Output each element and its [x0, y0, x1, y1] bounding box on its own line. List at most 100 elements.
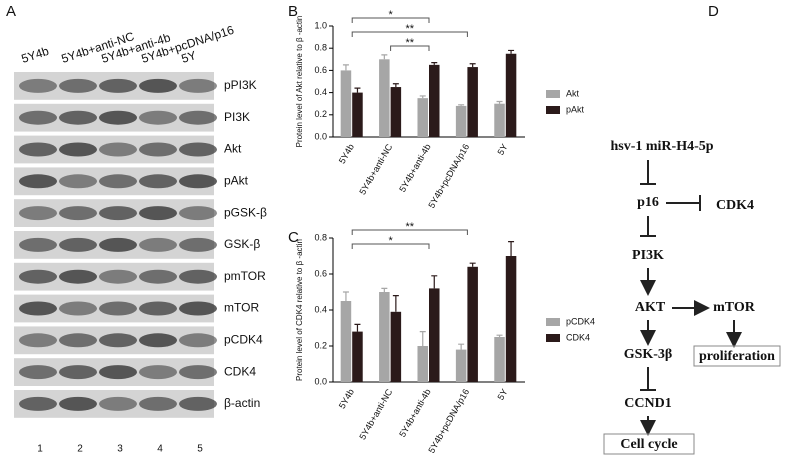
- lane-number: 3: [117, 444, 123, 455]
- blot-band: [179, 269, 217, 284]
- blot-band: [19, 365, 57, 380]
- legend-label: pAkt: [566, 104, 585, 114]
- bar: [494, 337, 505, 382]
- y-tick-label: 0.2: [314, 109, 327, 119]
- band-label: pmTOR: [224, 269, 266, 283]
- x-tick-label: 5Y4b+pcDNA/p16: [426, 387, 471, 455]
- error-bar: [419, 95, 426, 99]
- y-tick-label: 0.6: [314, 268, 327, 278]
- blot-band: [139, 301, 177, 316]
- blot-band: [19, 174, 57, 189]
- lane-header: 5Y4b: [20, 44, 51, 66]
- blot-band: [139, 333, 177, 348]
- blot-band: [99, 333, 137, 348]
- significance-label: **: [406, 221, 415, 233]
- pathway-diagram: hsv-1 miR-H4-5p p16 CDK4 PI3K AKT mTOR p…: [603, 139, 781, 455]
- error-bar: [508, 49, 515, 54]
- legend-swatch: [546, 106, 560, 114]
- panel-label: B: [288, 3, 298, 20]
- blot-band: [99, 78, 137, 93]
- blot-band: [179, 396, 217, 411]
- blot-band: [179, 206, 217, 221]
- bar: [390, 311, 402, 382]
- blot-band: [139, 206, 177, 221]
- bar: [494, 103, 505, 137]
- significance-label: **: [406, 23, 415, 35]
- error-bar: [392, 295, 399, 312]
- blot-band: [99, 206, 137, 221]
- legend-label: Akt: [566, 88, 580, 98]
- bar: [379, 59, 390, 137]
- blot-band: [59, 142, 97, 157]
- blot-band: [139, 78, 177, 93]
- y-tick-label: 1.0: [314, 20, 327, 30]
- legend-swatch: [546, 334, 560, 342]
- panel-label: A: [6, 3, 16, 20]
- legend-swatch: [546, 318, 560, 326]
- error-bar: [469, 63, 476, 68]
- blot-band: [139, 110, 177, 125]
- band-label: β-actin: [224, 396, 260, 410]
- node: CDK4: [716, 198, 754, 213]
- node: proliferation: [699, 349, 775, 364]
- blot-band: [139, 142, 177, 157]
- blot-band: [19, 237, 57, 252]
- error-bar: [381, 54, 388, 60]
- blot-band: [59, 333, 97, 348]
- significance-bracket: [390, 45, 430, 51]
- lane-number: 5: [197, 444, 203, 455]
- bar: [429, 288, 440, 382]
- band-label: CDK4: [224, 364, 256, 378]
- blot-band: [99, 142, 137, 157]
- lane-number: 2: [77, 444, 83, 455]
- error-bar: [354, 87, 361, 93]
- blot-band: [19, 110, 57, 125]
- bar: [429, 64, 440, 137]
- bar: [505, 53, 517, 137]
- band-label: PI3K: [224, 110, 250, 124]
- blot-band: [59, 78, 97, 93]
- error-bar: [354, 323, 361, 332]
- node: Cell cycle: [620, 437, 677, 452]
- blot-band: [179, 110, 217, 125]
- x-tick-label: 5Y4b+anti-NC: [357, 387, 394, 442]
- blot-band: [99, 301, 137, 316]
- x-tick-label: 5Y4b+anti-NC: [357, 142, 394, 197]
- bar: [455, 349, 467, 382]
- x-tick-label: 5Y4b+anti-4b: [397, 142, 433, 194]
- legend-swatch: [546, 90, 560, 98]
- bar: [340, 301, 352, 382]
- y-tick-label: 0.4: [314, 87, 327, 97]
- bar: [417, 98, 428, 137]
- error-bar: [342, 291, 349, 301]
- lane-header: 5Y: [180, 48, 198, 66]
- significance-bracket: [351, 243, 430, 249]
- x-tick-label: 5Y4b+anti-4b: [397, 387, 433, 439]
- error-bar: [419, 331, 426, 346]
- error-bar: [381, 287, 388, 292]
- error-bar: [392, 83, 399, 88]
- error-bar: [469, 262, 476, 267]
- blot-band: [59, 237, 97, 252]
- error-bar: [508, 241, 515, 256]
- error-bar: [496, 100, 503, 104]
- lane-number: 4: [157, 444, 163, 455]
- y-tick-label: 0.2: [314, 340, 327, 350]
- blot-band: [59, 174, 97, 189]
- bar: [467, 67, 478, 137]
- legend-label: CDK4: [566, 332, 590, 342]
- significance-bracket: [351, 229, 468, 235]
- blot-band: [179, 365, 217, 380]
- blot-band: [139, 365, 177, 380]
- y-tick-label: 0.4: [314, 304, 327, 314]
- bar: [467, 266, 478, 382]
- band-label: mTOR: [224, 301, 259, 315]
- y-axis-label: Protein level of CDK4 relative to β -act…: [295, 239, 304, 381]
- blot-band: [19, 301, 57, 316]
- y-tick-label: 0.0: [314, 131, 327, 141]
- bar: [505, 256, 517, 382]
- band-label: pPI3K: [224, 78, 257, 92]
- band-label: pCDK4: [224, 332, 263, 346]
- lane-number: 1: [37, 444, 43, 455]
